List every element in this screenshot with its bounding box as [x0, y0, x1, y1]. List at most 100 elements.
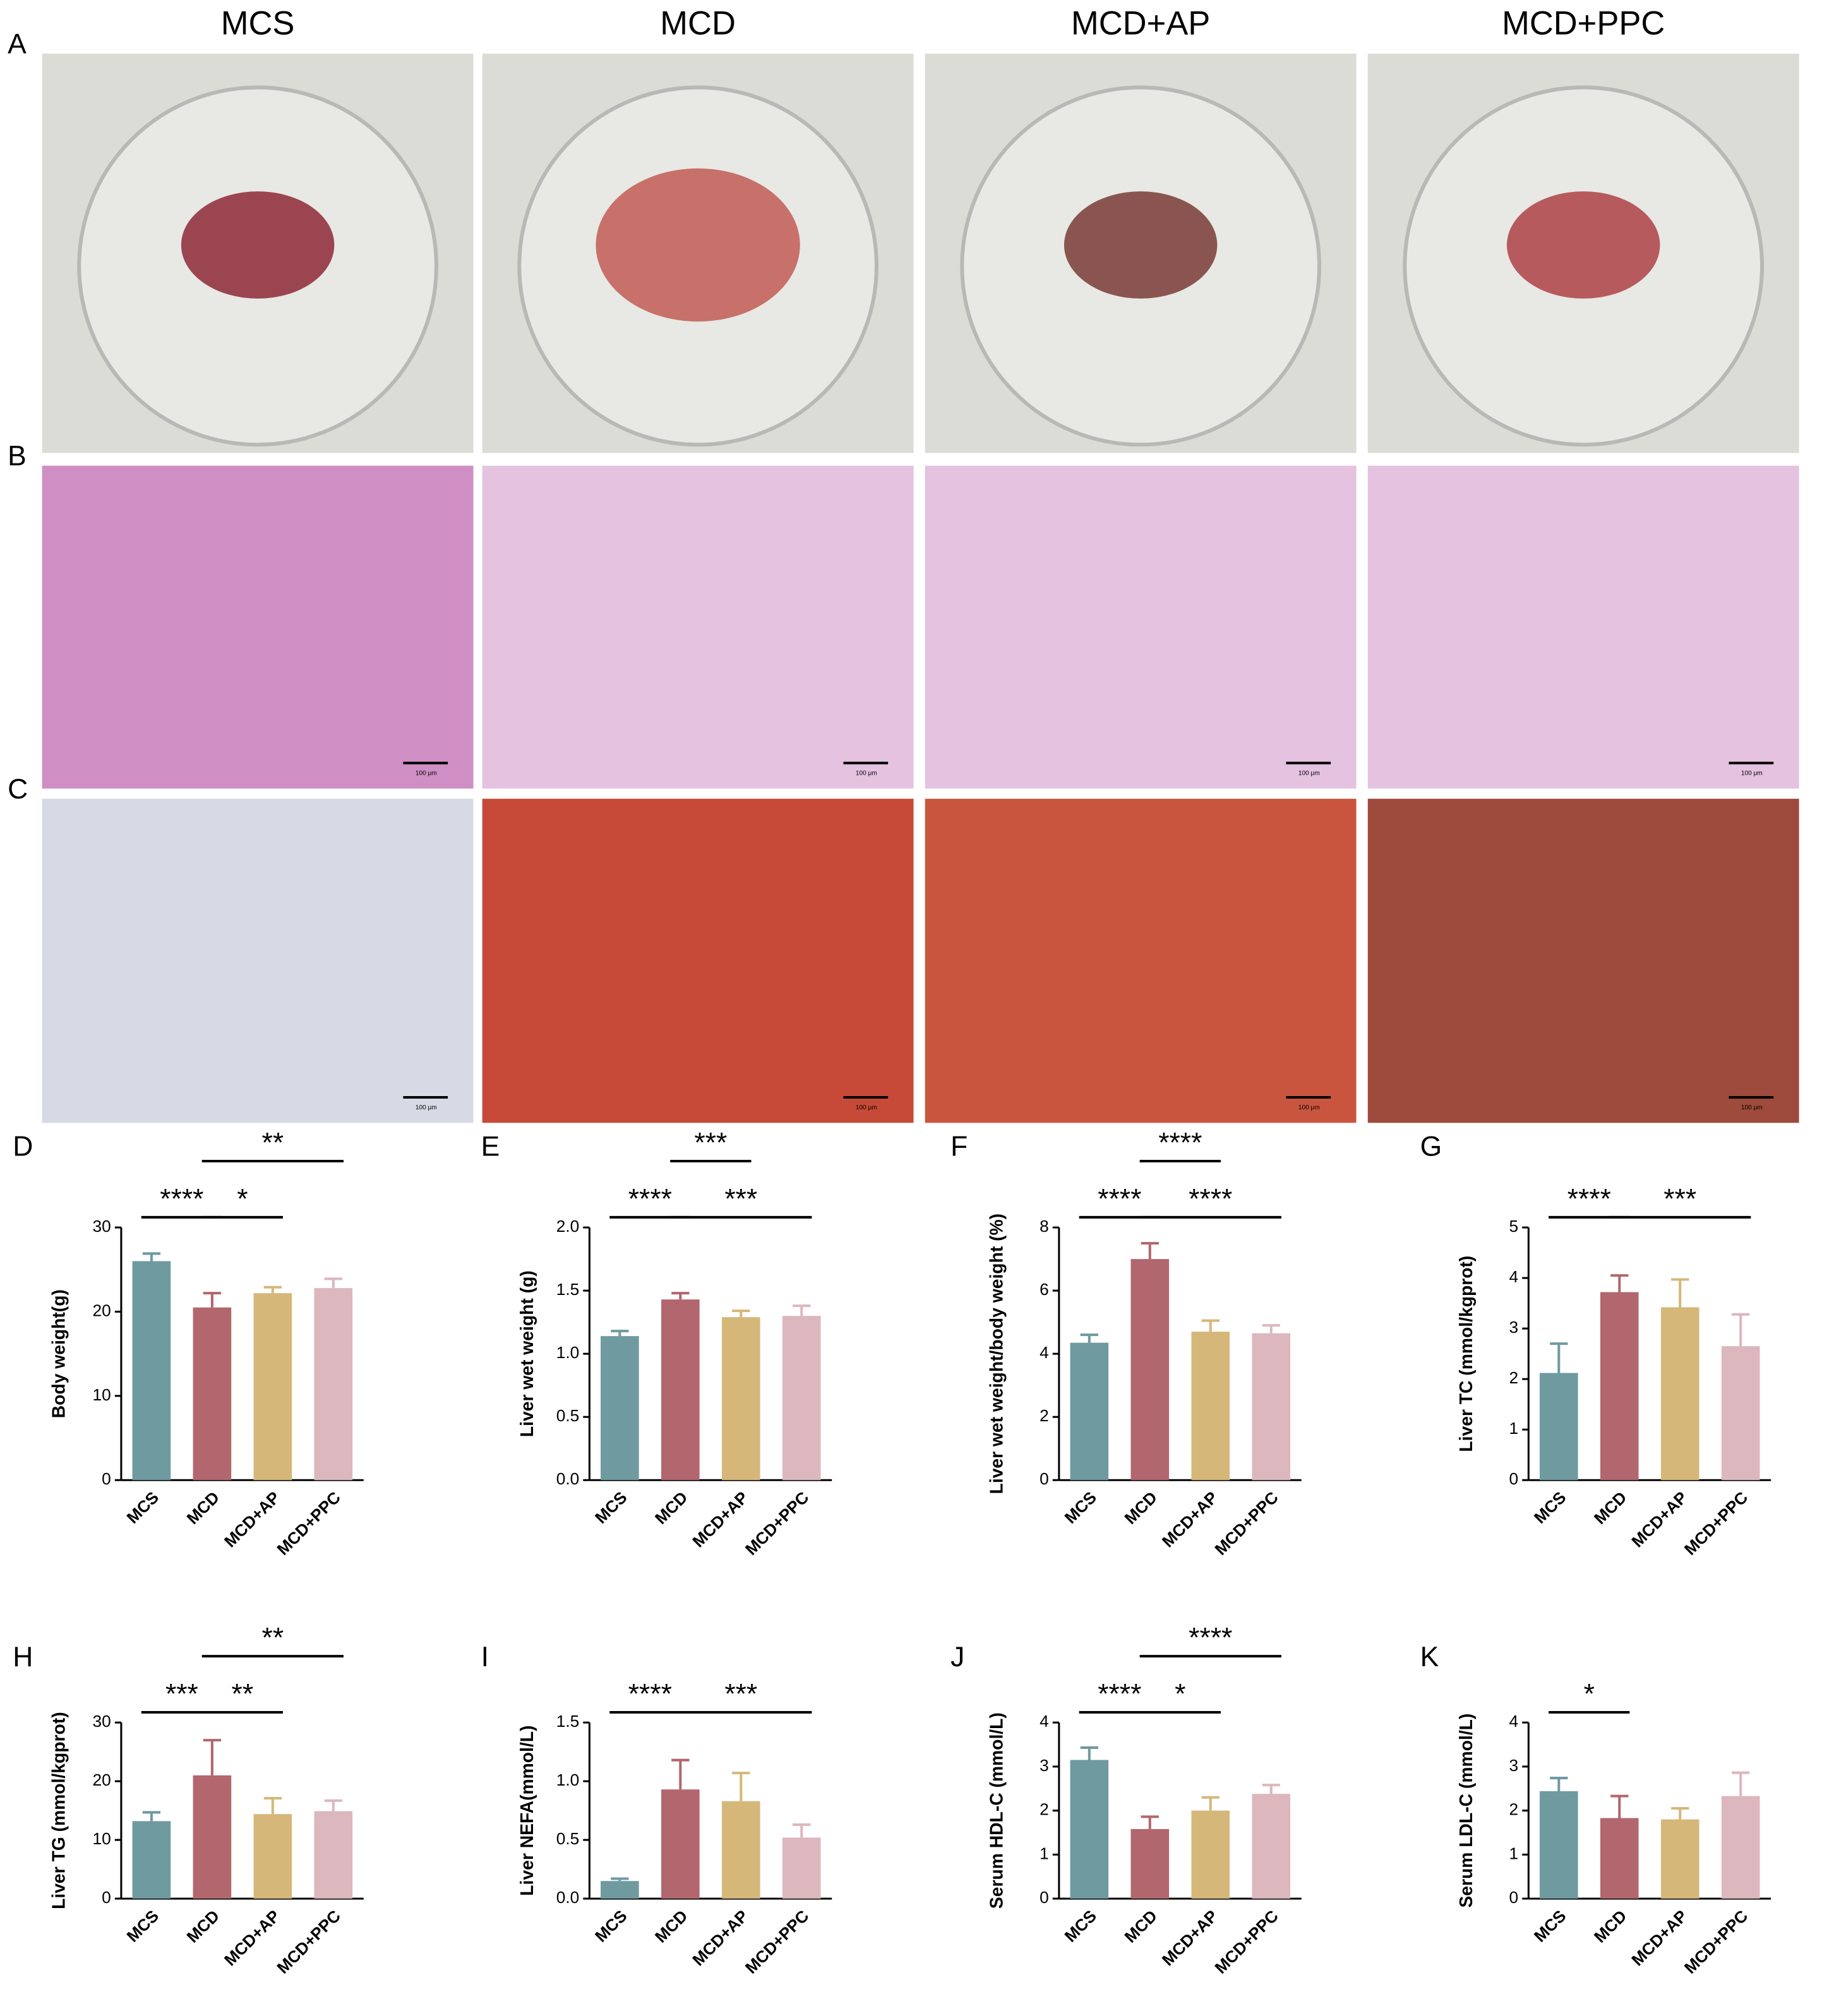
panel-label: J	[950, 1642, 964, 1673]
sig-label: ****	[1189, 1623, 1232, 1654]
bar	[132, 1261, 171, 1481]
y-tick-label: 1.0	[556, 1343, 579, 1362]
bar	[661, 1299, 700, 1481]
error-bar	[263, 1285, 282, 1294]
error-bar	[263, 1797, 282, 1815]
x-tick-label: MCD+PPC	[1681, 1488, 1752, 1559]
sig-label: ****	[1098, 1678, 1141, 1709]
bar	[1540, 1373, 1578, 1481]
bar	[314, 1288, 353, 1481]
panel-label: A	[8, 28, 27, 59]
bar	[314, 1811, 353, 1899]
y-tick-label: 5	[1509, 1217, 1519, 1236]
x-tick-label: MCD	[651, 1906, 691, 1946]
error-bar	[1610, 1274, 1629, 1292]
error-bar	[324, 1277, 342, 1289]
liver	[1064, 191, 1218, 299]
scale-bar-label: 100 μm	[1741, 770, 1763, 777]
error-bar	[793, 1304, 811, 1316]
y-tick-label: 1.5	[556, 1712, 579, 1731]
x-tick-label: MCD+AP	[688, 1488, 752, 1551]
error-bar	[1732, 1313, 1750, 1347]
panel-label: I	[481, 1642, 489, 1673]
error-bar	[1550, 1342, 1568, 1373]
photo-he	[482, 465, 914, 789]
y-axis-label: Liver TC (mmol/kgprot)	[1456, 1256, 1476, 1452]
sig-label: **	[262, 1127, 284, 1158]
y-axis-label: Serum HDL-C (mmol/L)	[986, 1712, 1006, 1909]
panel-label: E	[481, 1131, 500, 1162]
x-tick-label: MCD	[1121, 1488, 1161, 1527]
scale-bar-label: 100 μm	[416, 1104, 437, 1111]
bar	[782, 1316, 821, 1481]
y-tick-label: 2	[1509, 1368, 1519, 1387]
y-tick-label: 10	[93, 1829, 111, 1848]
error-bar	[1610, 1794, 1629, 1818]
sig-label: ***	[724, 1183, 757, 1214]
y-tick-label: 30	[93, 1712, 111, 1731]
sig-label: ***	[724, 1678, 757, 1709]
error-bar	[1201, 1319, 1220, 1332]
y-tick-label: 10	[93, 1385, 111, 1404]
bar	[193, 1775, 232, 1899]
column-title: MCD+PPC	[1502, 4, 1665, 42]
y-axis-label: Serum LDL-C (mmol/L)	[1456, 1714, 1476, 1908]
y-tick-label: 3	[1509, 1318, 1519, 1337]
y-axis-label: Liver wet weight/body weight (%)	[986, 1214, 1006, 1494]
bar	[721, 1801, 760, 1899]
sig-label: ****	[160, 1183, 203, 1214]
bar	[1070, 1760, 1109, 1899]
x-tick-label: MCD	[1590, 1488, 1630, 1527]
panel-label: C	[8, 774, 28, 805]
x-tick-label: MCD+PPC	[273, 1906, 345, 1977]
error-bar	[671, 1758, 690, 1790]
column-title: MCD+AP	[1071, 4, 1210, 42]
liver	[1506, 191, 1660, 299]
bar	[1540, 1791, 1578, 1899]
sig-label: ***	[165, 1678, 198, 1709]
sig-label: **	[262, 1623, 284, 1654]
sig-label: ****	[1567, 1183, 1611, 1214]
bar	[1191, 1332, 1230, 1481]
bar	[661, 1789, 700, 1899]
panel-label: K	[1420, 1642, 1439, 1673]
error-bar	[142, 1811, 161, 1822]
y-axis-label: Liver wet weight (g)	[517, 1270, 537, 1437]
error-bar	[203, 1292, 222, 1308]
error-bar	[732, 1772, 750, 1801]
scale-bar-label: 100 μm	[856, 770, 877, 777]
sig-label: ***	[694, 1127, 727, 1158]
x-tick-label: MCD+AP	[1627, 1906, 1691, 1969]
bar	[253, 1293, 292, 1481]
photo-oil-red	[1367, 799, 1799, 1123]
y-tick-label: 0.0	[556, 1469, 579, 1488]
sig-label: **	[232, 1678, 254, 1709]
x-tick-label: MCS	[1530, 1488, 1569, 1527]
panel-label: F	[950, 1131, 968, 1162]
error-bar	[732, 1309, 750, 1318]
x-tick-label: MCD+PPC	[741, 1488, 813, 1559]
x-tick-label: MCS	[591, 1906, 630, 1945]
bar	[193, 1307, 232, 1481]
y-tick-label: 3	[1509, 1756, 1519, 1775]
panel-label: B	[8, 441, 27, 472]
x-tick-label: MCD+PPC	[273, 1488, 345, 1559]
x-tick-label: MCS	[123, 1488, 162, 1527]
photo-oil-red	[482, 799, 914, 1123]
x-tick-label: MCD	[1590, 1906, 1630, 1946]
y-tick-label: 20	[93, 1301, 111, 1320]
error-bar	[1671, 1278, 1689, 1308]
y-tick-label: 2.0	[556, 1217, 579, 1236]
sig-label: *	[1175, 1678, 1185, 1709]
bar	[1130, 1828, 1170, 1899]
error-bar	[611, 1877, 629, 1882]
bar	[601, 1336, 639, 1481]
y-tick-label: 3	[1040, 1756, 1049, 1775]
y-tick-label: 1	[1509, 1419, 1519, 1438]
sig-label: ****	[1098, 1183, 1141, 1214]
panel-label: G	[1420, 1131, 1442, 1162]
y-tick-label: 8	[1040, 1217, 1049, 1236]
bar	[782, 1837, 821, 1899]
error-bar	[1080, 1746, 1098, 1760]
